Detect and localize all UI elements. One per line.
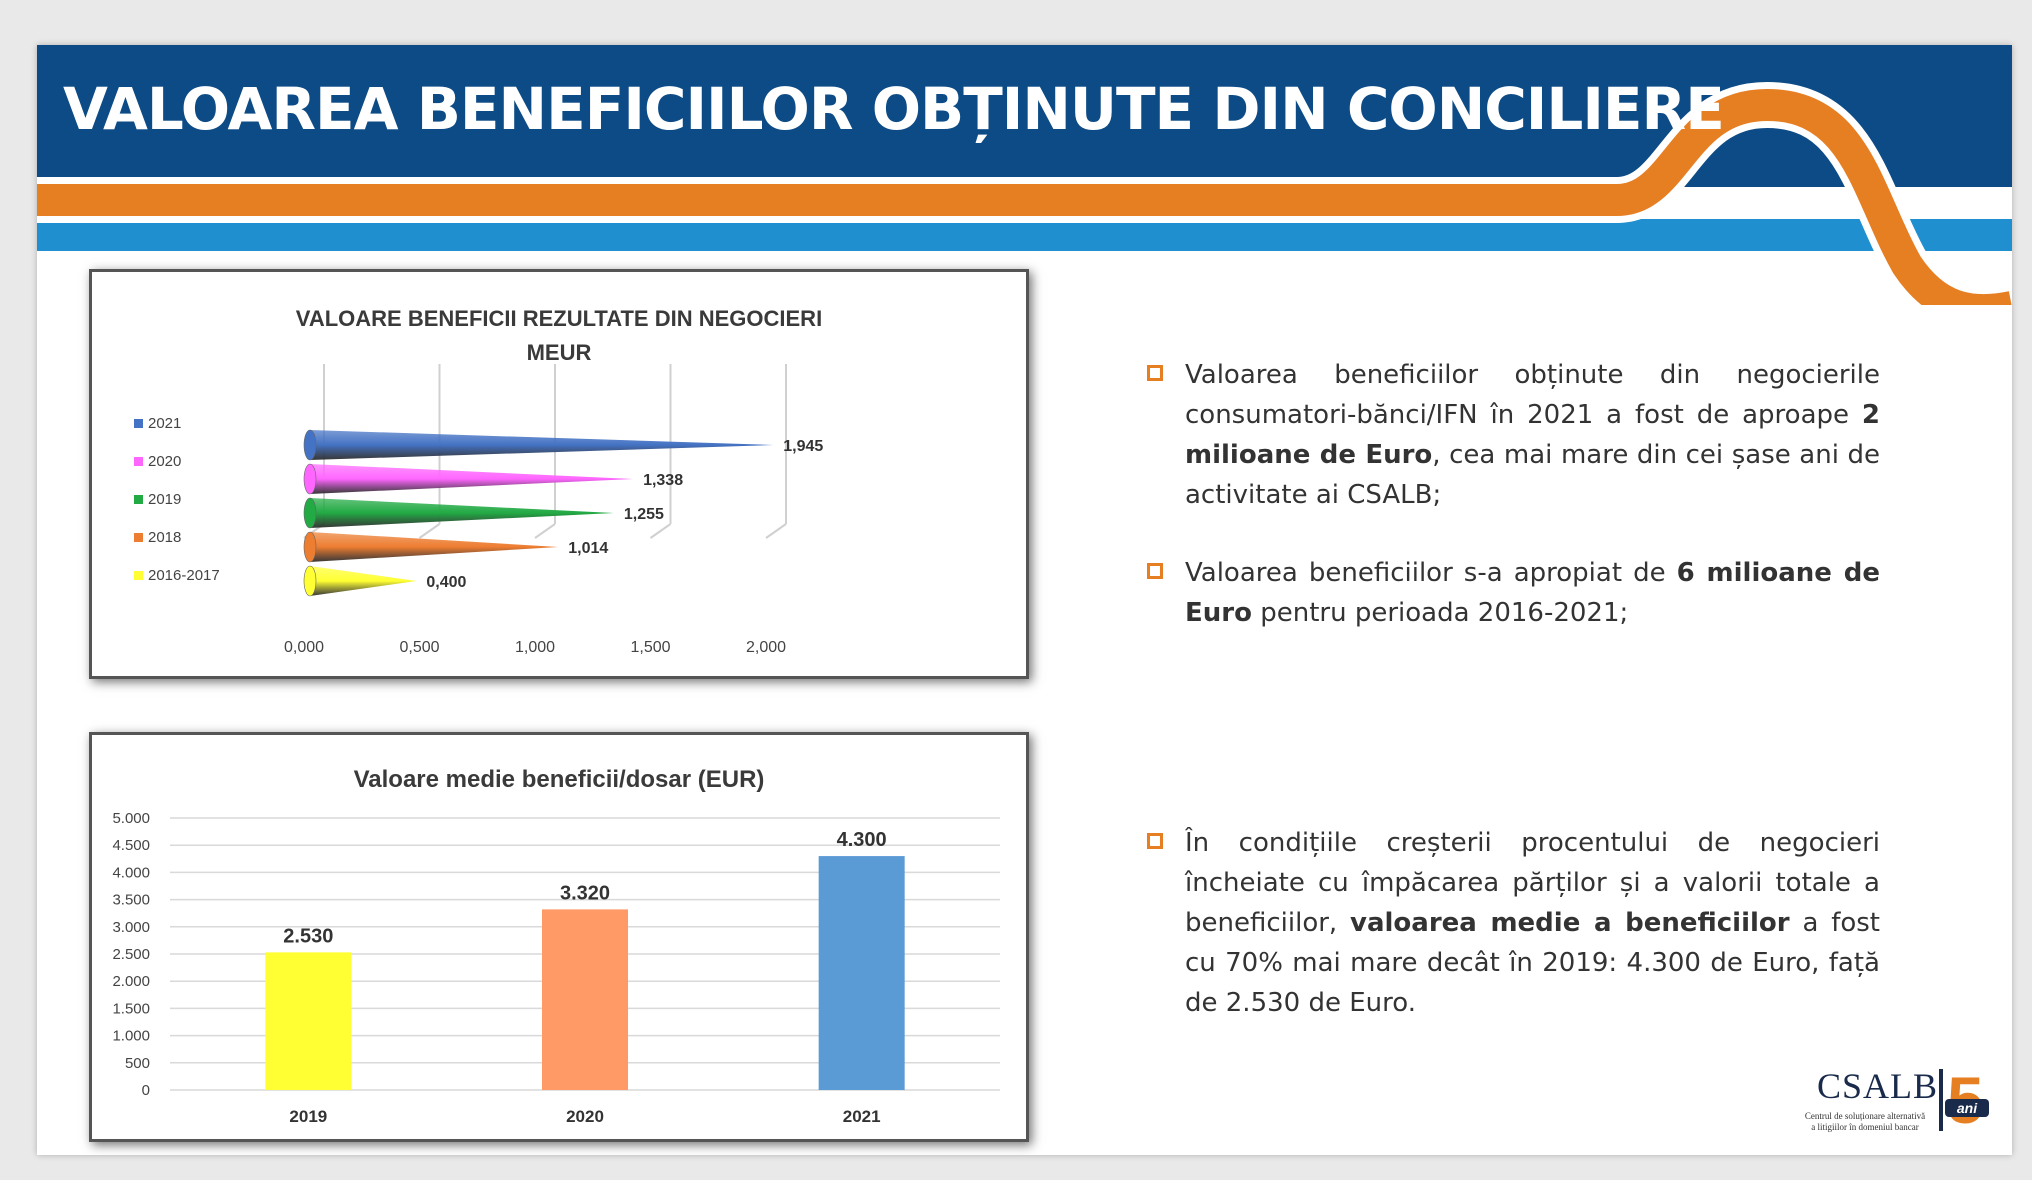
y-tick-label: 1.500 [112, 1000, 150, 1017]
bar-cone [310, 464, 634, 494]
y-tick-label: 2.500 [112, 946, 150, 963]
y-tick-label: 0 [142, 1082, 150, 1099]
bullet-bold-text: 2 milioane de Euro [1185, 400, 1880, 470]
y-tick-label: 500 [125, 1055, 150, 1072]
x-category-label: 2019 [289, 1107, 327, 1126]
page-title: VALOAREA BENEFICIILOR OBȚINUTE DIN CONCI… [63, 75, 1725, 143]
benefits-negotiations-chart: VALOARE BENEFICII REZULTATE DIN NEGOCIER… [89, 269, 1029, 679]
anniversary-word: ani [1957, 1100, 1978, 1116]
data-label: 1,945 [783, 438, 823, 455]
legend-label: 2019 [148, 491, 181, 508]
bullet-text-run: , cea mai mare din cei șase ani de activ… [1185, 440, 1880, 510]
bar-cone [310, 430, 774, 460]
benefits-negotiations-plot: 0,000 0,500 1,000 1,500 2,000 1,945 2021 1,338 2… [134, 364, 823, 656]
data-label: 1,338 [643, 472, 683, 489]
gridline [534, 523, 556, 539]
slide: VALOAREA BENEFICIILOR OBȚINUTE DIN CONCI… [37, 45, 2012, 1155]
y-tick-label: 2.000 [112, 973, 150, 990]
bullet-list-item: Valoarea beneficiilor obținute din negoc… [1147, 355, 1880, 515]
gridline [765, 523, 787, 539]
bullet-text-run: Valoarea beneficiilor obținute din negoc… [1185, 360, 1880, 430]
data-label: 1,014 [568, 540, 608, 557]
bar-cone [310, 532, 559, 562]
bullet-text-run: pentru perioada 2016-2021; [1251, 598, 1629, 628]
x-category-label: 2021 [843, 1107, 881, 1126]
x-tick-label: 0,000 [284, 639, 324, 656]
x-tick-label: 2,000 [746, 639, 786, 656]
bar-cone-base [303, 463, 317, 495]
bullet-bold-text: valoarea medie a beneficiilor [1350, 908, 1790, 938]
legend-swatch [134, 419, 143, 428]
bar-cone-base [303, 531, 317, 563]
anniversary-5-icon: 5 ani [1939, 1063, 1989, 1135]
legend-swatch [134, 533, 143, 542]
y-tick-label: 1.000 [112, 1028, 150, 1045]
y-tick-label: 4.500 [112, 837, 150, 854]
bullet-text: Valoarea beneficiilor s-a apropiat de 6 … [1147, 553, 1880, 633]
data-label: 0,400 [426, 574, 466, 591]
data-label: 1,255 [624, 506, 664, 523]
y-tick-label: 3.500 [112, 892, 150, 909]
y-tick-label: 4.000 [112, 864, 150, 881]
legend-label: 2020 [148, 453, 181, 470]
legend-label: 2018 [148, 529, 181, 546]
legend-swatch [134, 495, 143, 504]
csalb-logo: CSALB Centrul de soluționare alternativă… [1773, 1055, 2003, 1155]
y-tick-label: 3.000 [112, 919, 150, 936]
bar-cone-base [303, 429, 317, 461]
bar-cone [310, 498, 614, 528]
legend-label: 2016-2017 [148, 567, 220, 584]
chart-subtitle: MEUR [526, 340, 592, 365]
bar-cone-base [303, 497, 317, 529]
y-tick-label: 5.000 [112, 810, 150, 827]
average-benefit-plot: 0 500 1.000 1.500 2.000 2.500 3.000 3.500 4.000 4… [112, 810, 1000, 1126]
gridline [418, 523, 441, 539]
legend-swatch [134, 571, 143, 580]
bullet-bold-text: 6 milioane de Euro [1185, 558, 1880, 628]
gridline [649, 523, 672, 539]
data-label: 2.530 [283, 925, 333, 947]
bullet-text: În condițiile creșterii procentului de n… [1147, 823, 1880, 1023]
checkbox-bullet-icon [1147, 365, 1163, 381]
header-banner [37, 45, 2012, 305]
logo-tagline: Centrul de soluționare alternativă [1804, 1111, 1926, 1121]
average-benefit-chart: Valoare medie beneficii/dosar (EUR) 0 500… [89, 732, 1029, 1142]
bar [265, 952, 352, 1090]
x-tick-label: 1,000 [515, 639, 555, 656]
logo-tagline: a litigiilor în domeniul bancar [1811, 1122, 1919, 1132]
bullet-list-item: Valoarea beneficiilor s-a apropiat de 6 … [1147, 553, 1880, 633]
x-tick-label: 1,500 [630, 639, 670, 656]
chart-title: Valoare medie beneficii/dosar (EUR) [353, 766, 765, 793]
bar [542, 909, 628, 1090]
data-label: 3.320 [560, 882, 610, 904]
logo-name: CSALB [1817, 1066, 1939, 1106]
checkbox-bullet-icon [1147, 563, 1163, 579]
bullet-text-run: În condițiile creșterii procentului de n… [1185, 828, 1880, 938]
bullet-text: Valoarea beneficiilor obținute din negoc… [1147, 355, 1880, 515]
x-category-label: 2020 [566, 1107, 604, 1126]
bar-cone [310, 566, 417, 596]
bar [818, 856, 905, 1090]
legend-label: 2021 [148, 415, 181, 432]
data-label: 4.300 [837, 829, 887, 851]
legend-swatch [134, 457, 143, 466]
chart-title: VALOARE BENEFICII REZULTATE DIN NEGOCIER… [295, 306, 823, 331]
bar-cone-base [303, 565, 317, 597]
bullet-list-item: În condițiile creșterii procentului de n… [1147, 823, 1880, 1023]
x-tick-label: 0,500 [399, 639, 439, 656]
checkbox-bullet-icon [1147, 833, 1163, 849]
bullet-text-run: a fost cu 70% mai mare decât în 2019: 4.… [1185, 908, 1881, 1018]
bullet-text-run: Valoarea beneficiilor s-a apropiat de [1185, 558, 1677, 588]
